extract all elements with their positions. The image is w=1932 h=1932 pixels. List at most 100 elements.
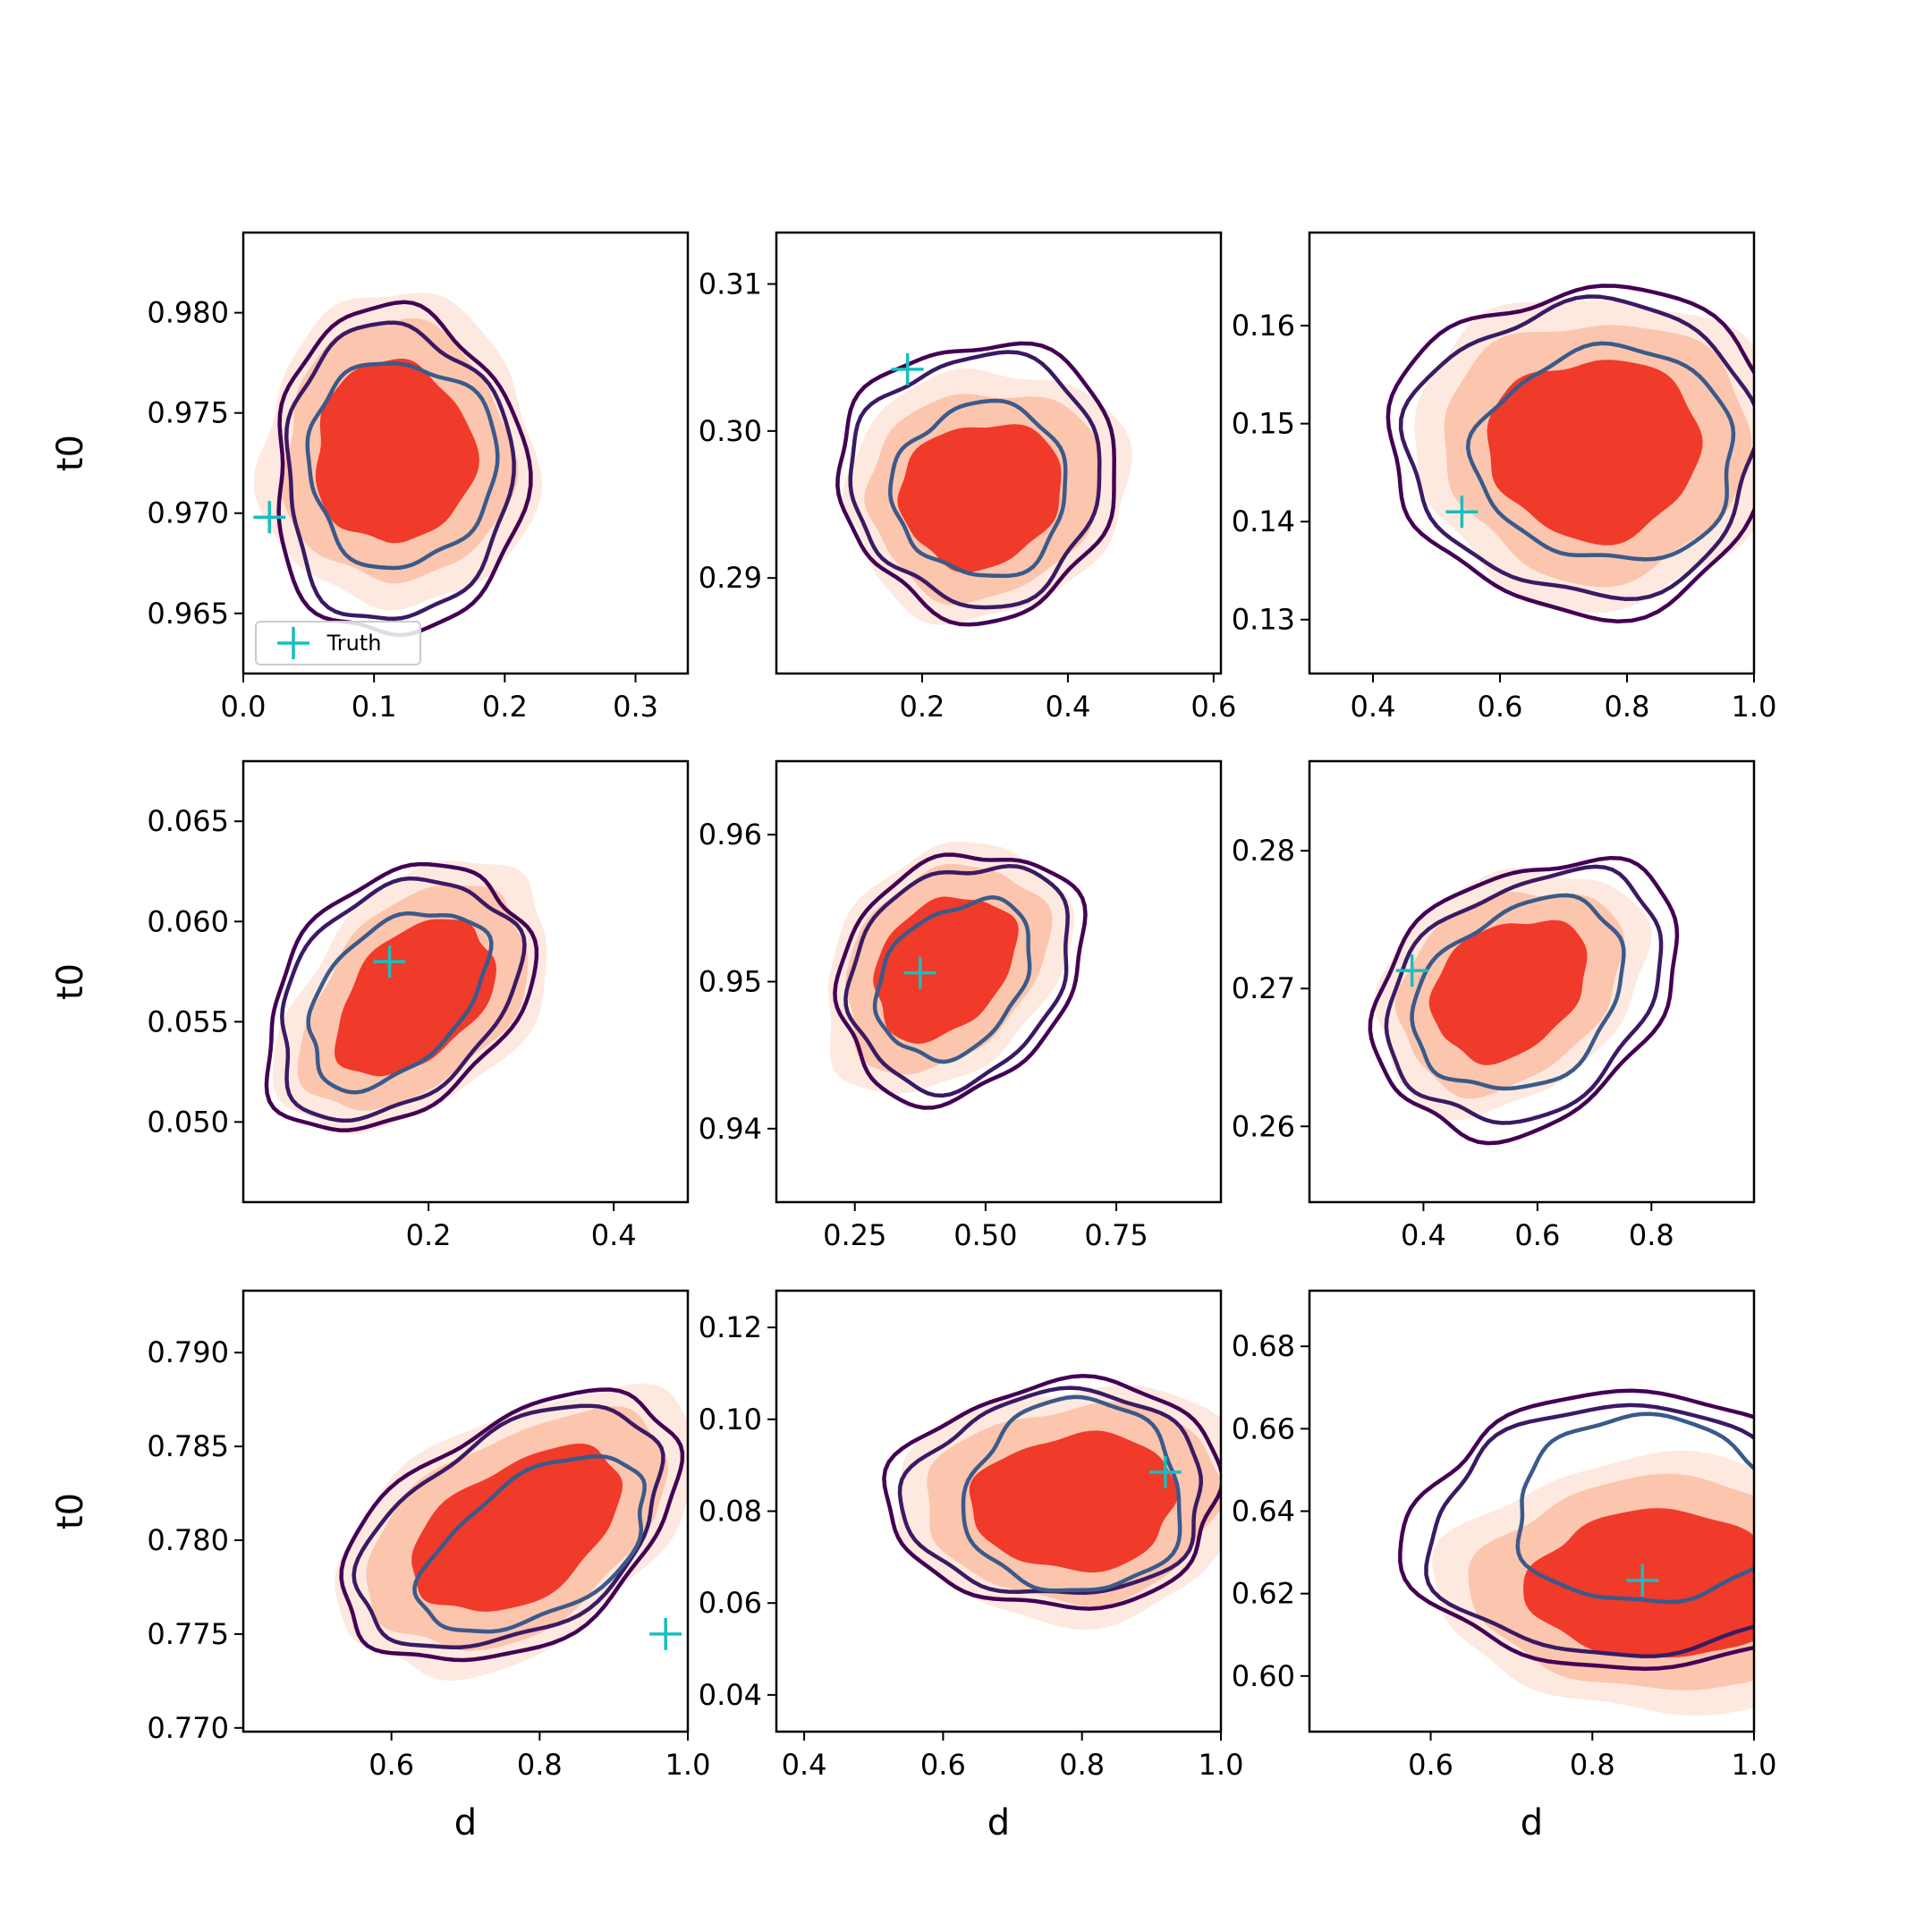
x-tick-label: 0.8	[1605, 690, 1650, 724]
y-tick-label: 0.62	[1232, 1577, 1295, 1611]
x-axis-label: d	[987, 1802, 1010, 1843]
density-fill-level-3	[897, 424, 1062, 573]
axes-frame	[242, 1289, 690, 1733]
truth-marker	[649, 1617, 682, 1650]
x-tick-label: 0.6	[1408, 1748, 1453, 1782]
contour-line-inner	[1465, 341, 1736, 562]
contour-line-inner	[305, 361, 500, 571]
axes-frame	[1308, 231, 1756, 675]
x-tick-label: 0.25	[823, 1218, 886, 1252]
x-tick-label: 1.0	[1732, 690, 1777, 724]
y-tick-label: 0.060	[147, 904, 229, 938]
x-tick-label: 0.2	[900, 690, 945, 724]
x-tick-label: 0.8	[1570, 1748, 1615, 1782]
subplot-2-2: 0.6 0.8 1.0 0.60 0.62 0.64 0.66 0.68 d	[1232, 1289, 1777, 1843]
plot-area	[264, 860, 547, 1135]
contour-line-inner	[306, 911, 494, 1095]
contour-line-2	[280, 876, 527, 1123]
truth-marker	[373, 945, 406, 979]
subplot-0-2: 0.4 0.6 0.8 1.0 0.13 0.14 0.15 0.16	[1232, 231, 1777, 724]
plot-area	[1398, 1388, 1754, 1716]
contour-line-2	[848, 350, 1102, 610]
contour-line-1	[1385, 284, 1754, 624]
truth-marker	[1148, 1455, 1182, 1488]
plot-area	[882, 1374, 1221, 1631]
y-tick-label: 0.785	[147, 1429, 229, 1463]
density-fill-level-3	[1523, 1508, 1754, 1658]
y-tick-label: 0.60	[1232, 1659, 1295, 1693]
contour-line-2	[897, 1385, 1203, 1595]
legend-label: Truth	[326, 631, 382, 656]
y-tick-label: 0.29	[699, 561, 762, 595]
y-tick-label: 0.15	[1232, 407, 1295, 441]
y-axis-label: t0	[50, 963, 91, 1000]
contour-line-1	[833, 852, 1088, 1110]
density-fill-level-3	[335, 919, 496, 1077]
axes-frame	[775, 231, 1223, 675]
x-tick-label: 0.6	[1191, 690, 1236, 724]
y-tick-label: 0.775	[147, 1617, 229, 1651]
y-tick-label: 0.050	[147, 1105, 229, 1139]
y-tick-label: 0.28	[1232, 834, 1295, 868]
contour-line-2	[1384, 864, 1664, 1125]
x-axis-label: d	[454, 1802, 477, 1843]
contour-line-1	[1368, 855, 1680, 1146]
y-axis-label: t0	[50, 1493, 91, 1530]
truth-marker	[1626, 1563, 1659, 1597]
plot-area	[828, 841, 1088, 1110]
x-tick-label: 0.50	[953, 1218, 1017, 1252]
subplot-2-0: 0.6 0.8 1.0 0.770 0.775 0.780 0.785 0.790 t0 d	[50, 1289, 710, 1843]
y-tick-label: 0.66	[1232, 1411, 1295, 1445]
contour-line-2	[1398, 294, 1754, 601]
legend-truth-marker	[277, 627, 309, 659]
legend: Truth	[255, 621, 421, 665]
density-fill-level-3	[315, 359, 479, 544]
contour-line-inner	[872, 895, 1032, 1064]
x-tick-label: 0.1	[352, 690, 397, 724]
subplot-2-1: 0.4 0.6 0.8 1.0 0.04 0.06 0.08 0.10 0.12 d	[699, 1289, 1243, 1843]
y-axis-label: t0	[50, 435, 91, 471]
y-tick-label: 0.16	[1232, 309, 1295, 343]
y-tick-label: 0.975	[147, 396, 229, 430]
axes-frame	[242, 759, 690, 1204]
truth-marker	[1445, 496, 1479, 529]
subplot-1-1: 0.25 0.50 0.75 0.94 0.95 0.96	[699, 759, 1223, 1252]
x-tick-label: 0.6	[1478, 690, 1523, 724]
y-tick-label: 0.96	[699, 818, 762, 852]
x-tick-label: 0.75	[1084, 1218, 1148, 1252]
density-fill-level-3	[1428, 919, 1588, 1065]
x-tick-label: 0.8	[1629, 1218, 1674, 1252]
y-tick-label: 0.965	[147, 597, 229, 631]
y-tick-label: 0.14	[1232, 504, 1295, 538]
y-tick-label: 0.055	[147, 1004, 229, 1038]
x-tick-label: 0.4	[1351, 690, 1396, 724]
x-tick-label: 0.4	[1401, 1218, 1446, 1252]
y-tick-label: 0.970	[147, 496, 229, 530]
y-tick-label: 0.065	[147, 804, 229, 838]
x-tick-label: 0.8	[517, 1748, 563, 1782]
contour-line-1	[264, 861, 539, 1132]
plot-area	[1368, 855, 1680, 1146]
x-tick-label: 1.0	[1732, 1748, 1777, 1782]
contour-line-inner	[412, 1453, 647, 1634]
y-tick-label: 0.980	[147, 296, 229, 330]
x-tick-label: 0.4	[1045, 690, 1090, 724]
y-tick-label: 0.95	[699, 965, 762, 999]
axes-frame	[242, 231, 690, 675]
truth-marker	[903, 956, 936, 989]
x-tick-label: 0.0	[221, 690, 267, 724]
y-tick-label: 0.04	[699, 1678, 762, 1712]
x-tick-label: 0.3	[613, 690, 658, 724]
y-tick-label: 0.68	[1232, 1329, 1295, 1363]
contour-line-2	[284, 320, 516, 622]
y-tick-label: 0.08	[699, 1495, 762, 1529]
y-tick-label: 0.790	[147, 1335, 229, 1369]
y-tick-label: 0.12	[699, 1310, 762, 1344]
x-tick-label: 0.6	[1514, 1218, 1560, 1252]
contour-line-1	[882, 1374, 1221, 1611]
x-tick-label: 0.2	[482, 690, 528, 724]
y-tick-label: 0.770	[147, 1711, 229, 1745]
contour-line-inner	[1515, 1411, 1754, 1605]
y-tick-label: 0.94	[699, 1112, 762, 1146]
subplot-0-0: 0.0 0.1 0.2 0.3 0.965 0.970 0.975 0.980 t0 Truth	[50, 231, 690, 724]
